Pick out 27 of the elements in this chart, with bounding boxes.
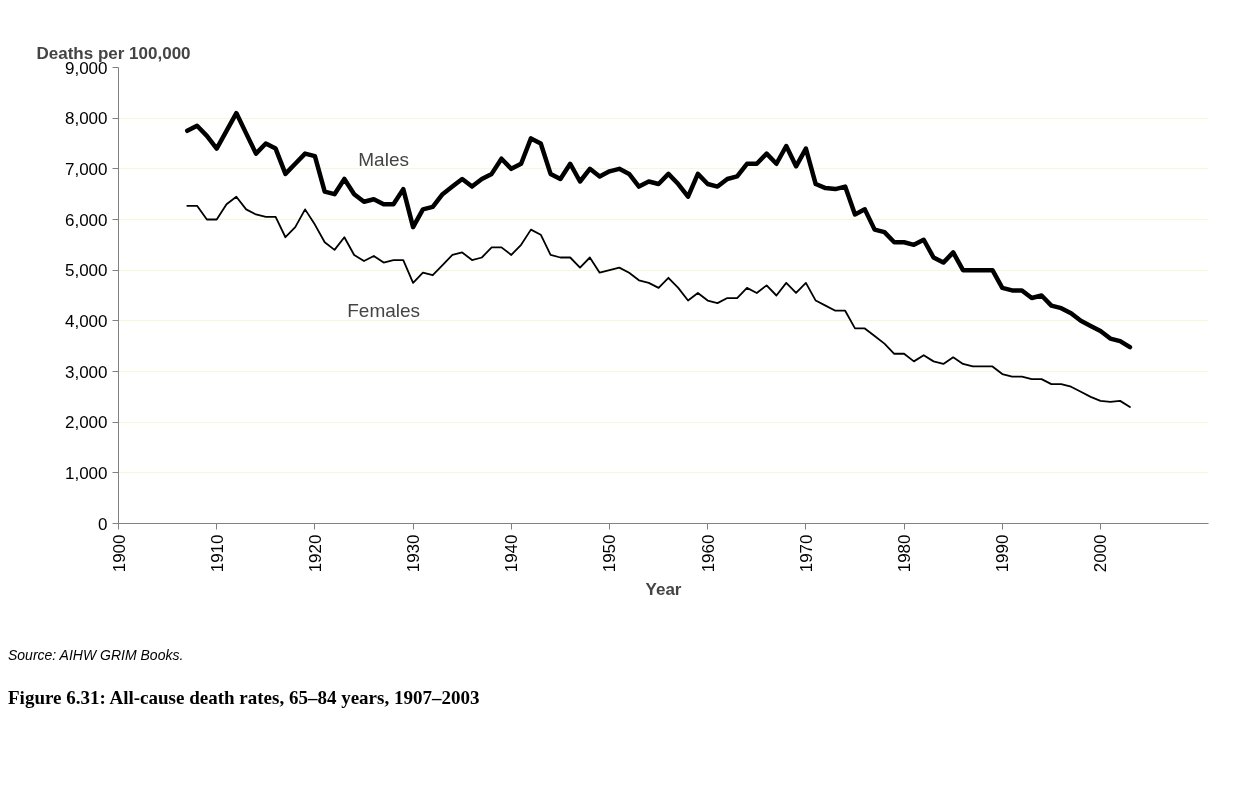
x-tick-label: 1940	[502, 534, 522, 573]
x-axis-title: Year	[645, 580, 682, 600]
y-tick-label: 2,000	[64, 413, 108, 433]
y-tick-label: 4,000	[64, 311, 108, 331]
y-tick-label: 6,000	[64, 210, 108, 230]
text: Figure 6.31: All-cause death rates, 65–84 years, 1907–2003	[8, 686, 480, 710]
x-tick-label: 1970	[796, 534, 816, 573]
y-tick-label: 1,000	[64, 463, 108, 483]
x-tick-label: 1960	[698, 534, 718, 573]
x-tick-label: 1910	[207, 534, 227, 573]
series-label: Females	[347, 300, 421, 322]
y-tick-label: 0	[98, 514, 108, 534]
line-series	[184, 110, 1133, 350]
y-tick-label: 3,000	[64, 362, 108, 382]
x-tick-label: 1920	[305, 534, 325, 573]
y-tick-label: 7,000	[64, 159, 108, 179]
x-tick-label: 1900	[109, 534, 129, 573]
x-tick-label: 1950	[600, 534, 620, 573]
x-tick-label: 1930	[404, 534, 424, 573]
x-tick-label: 1980	[895, 534, 915, 573]
series-label: Males	[358, 148, 409, 170]
y-tick-label: 8,000	[64, 109, 108, 129]
source-note: Source: AIHW GRIM Books.	[8, 646, 184, 665]
x-tick-label: 2000	[1091, 534, 1111, 573]
x-tick-label: 1990	[993, 534, 1013, 573]
line-series	[186, 195, 1131, 408]
y-tick-label: 5,000	[64, 261, 108, 281]
